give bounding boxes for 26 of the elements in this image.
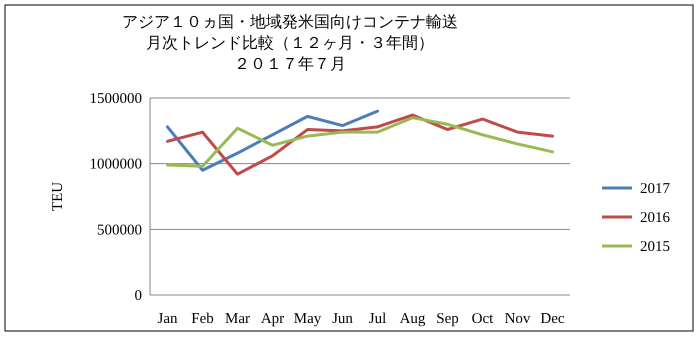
y-tick-label: 1500000 (90, 91, 142, 107)
line-series (166, 116, 554, 168)
y-tick-label: 0 (134, 288, 142, 304)
x-tick-label: Sep (436, 311, 459, 327)
x-tick-label: Feb (191, 311, 214, 327)
x-tick-label: Aug (400, 311, 426, 327)
y-tick-label: 500000 (97, 222, 142, 238)
legend-label: 2016 (640, 210, 670, 226)
x-tick-label: Apr (260, 311, 284, 327)
x-tick-label: Nov (504, 311, 531, 327)
x-tick-label: Jan (158, 311, 178, 327)
x-tick-label: Oct (472, 311, 494, 327)
legend-label: 2015 (640, 239, 670, 255)
line-series (166, 110, 379, 172)
line-series (166, 114, 554, 176)
x-tick-label: May (294, 311, 322, 327)
y-axis-title: TEU (50, 182, 66, 212)
y-tick-label: 1000000 (90, 156, 142, 173)
text: ２０１７年７月 (234, 56, 346, 73)
x-tick-label: Jul (368, 311, 386, 327)
x-tick-label: Jun (332, 311, 354, 327)
x-tick-label: Dec (540, 311, 565, 327)
chart-title: アジア１０ヵ国・地域発米国向けコンテナ輸送 (122, 13, 458, 31)
chart-subtitle: 月次トレンド比較（１２ヶ月・３年間） (146, 34, 434, 52)
x-tick-label: Mar (225, 311, 250, 327)
legend-label: 2017 (640, 181, 670, 197)
